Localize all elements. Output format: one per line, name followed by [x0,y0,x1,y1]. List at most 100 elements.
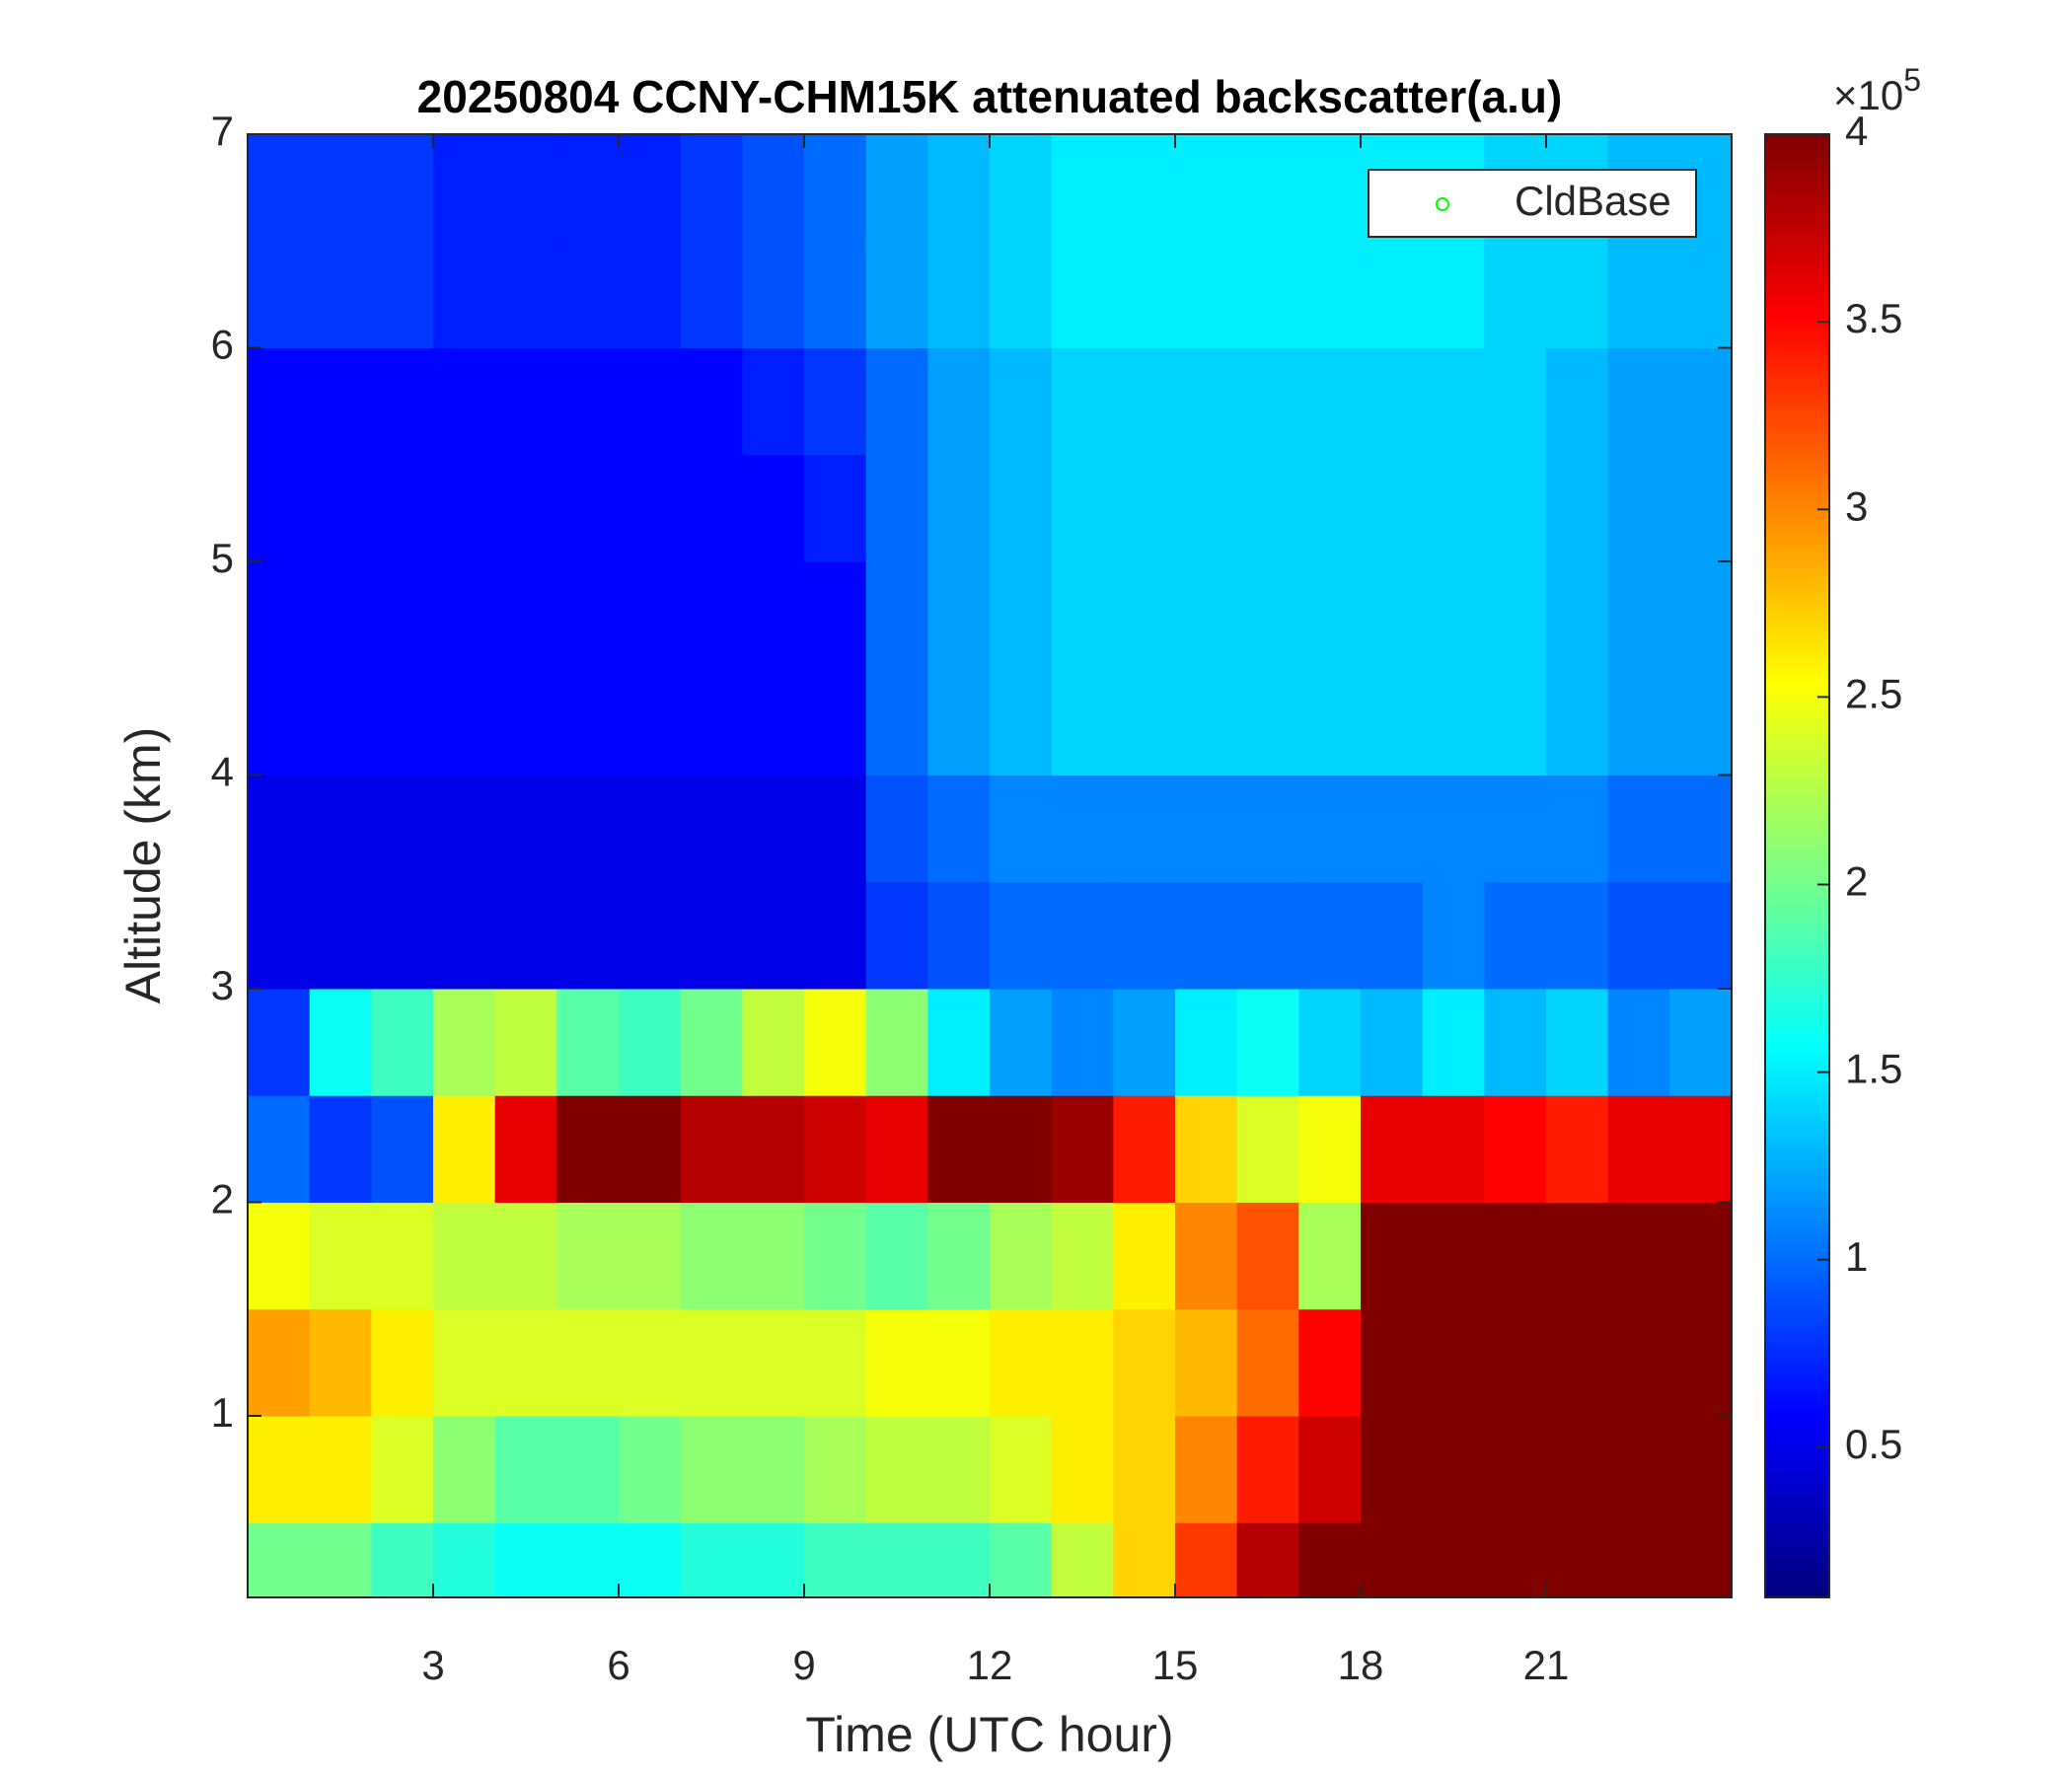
heat-cell [1236,1522,1299,1598]
heat-cell [1236,775,1299,883]
heat-cell [1546,241,1609,348]
heat-cell [1298,1308,1362,1417]
y-tick-label: 2 [211,1176,234,1222]
heat-cell [433,1522,496,1598]
heat-cell [1236,988,1299,1096]
heat-cell [1236,241,1299,348]
heat-cell [680,134,743,242]
heat-cell [680,1095,743,1203]
heat-cell [1669,241,1733,348]
heat-cell [804,560,867,669]
heat-cell [742,134,805,242]
heat-cell [865,1522,928,1598]
heat-cell [248,775,311,883]
heat-cell [1113,668,1176,776]
colorbar-tick-label: 3.5 [1845,295,1902,341]
heat-cell [1361,454,1424,562]
heat-cell [494,454,557,562]
heat-cell [248,347,311,456]
heat-cell [1236,1308,1299,1417]
heat-cell [804,454,867,562]
heat-cell [433,241,496,348]
heat-cell [494,241,557,348]
heat-cell [804,668,867,776]
heat-cell [309,1415,372,1523]
heat-cell [556,668,620,776]
heat-cell [927,775,991,883]
heat-cell [1361,881,1424,990]
heat-cell [556,1308,620,1417]
heat-cell [1422,1415,1485,1523]
y-tick-label: 7 [211,108,234,154]
heat-cell [248,1095,311,1203]
y-tick-label: 6 [211,322,234,368]
heat-cell [248,881,311,990]
heat-cell [742,668,805,776]
heat-cell [1669,1522,1733,1598]
chart-title: 20250804 CCNY-CHM15K attenuated backscat… [417,71,1563,122]
heat-cell [680,1202,743,1310]
colorbar-tick-label: 3 [1845,482,1868,529]
colorbar-tick-label: 0.5 [1845,1421,1902,1467]
heat-cell [619,134,682,242]
heat-cell [371,668,434,776]
heat-cell [742,988,805,1096]
heat-cell [1298,775,1362,883]
heatmap [248,134,1733,1598]
y-tick-label: 1 [211,1389,234,1436]
heat-cell [248,668,311,776]
heat-cell [680,241,743,348]
heat-cell [556,1415,620,1523]
heat-cell [680,775,743,883]
heat-cell [1175,241,1238,348]
heat-cell [1546,347,1609,456]
x-tick-label: 18 [1338,1642,1384,1688]
heat-cell [433,1095,496,1203]
heat-cell [1607,560,1670,669]
colorbar-tick-label: 2 [1845,858,1868,905]
heat-cell [1422,241,1485,348]
heat-cell [248,988,311,1096]
heat-cell [804,1415,867,1523]
heat-cell [680,1522,743,1598]
heat-cell [804,881,867,990]
heat-cell [1669,1415,1733,1523]
heat-cell [371,1415,434,1523]
heat-cell [556,134,620,242]
heat-cell [742,347,805,456]
heat-cell [680,881,743,990]
heat-cell [1422,347,1485,456]
heat-cell [248,241,311,348]
heat-cell [865,1415,928,1523]
heat-cell [619,347,682,456]
heat-cell [1422,881,1485,990]
heat-cell [556,1095,620,1203]
heat-cell [1484,988,1547,1096]
heat-cell [865,1202,928,1310]
heat-cell [309,1095,372,1203]
heat-cell [1607,454,1670,562]
heat-cell [1236,347,1299,456]
heat-cell [1113,1522,1176,1598]
legend: CldBase [1368,169,1697,238]
multiplier-exponent: 5 [1903,62,1921,98]
heat-cell [990,241,1053,348]
heat-cell [1422,1095,1485,1203]
heat-cell [990,560,1053,669]
heat-cell [433,454,496,562]
heat-cell [742,1202,805,1310]
heat-cell [371,775,434,883]
colorbar-multiplier: ×105 [1833,62,1921,118]
multiplier-base: ×10 [1833,72,1903,118]
heat-cell [556,454,620,562]
heat-cell [990,347,1053,456]
heat-cell [1484,560,1547,669]
heat-cell [1361,1202,1424,1310]
heat-cell [1669,560,1733,669]
heat-cell [1607,347,1670,456]
heat-cell [556,1522,620,1598]
heat-cell [1298,1095,1362,1203]
heat-cell [433,1415,496,1523]
heat-cell [1113,1202,1176,1310]
heat-cell [1175,1522,1238,1598]
